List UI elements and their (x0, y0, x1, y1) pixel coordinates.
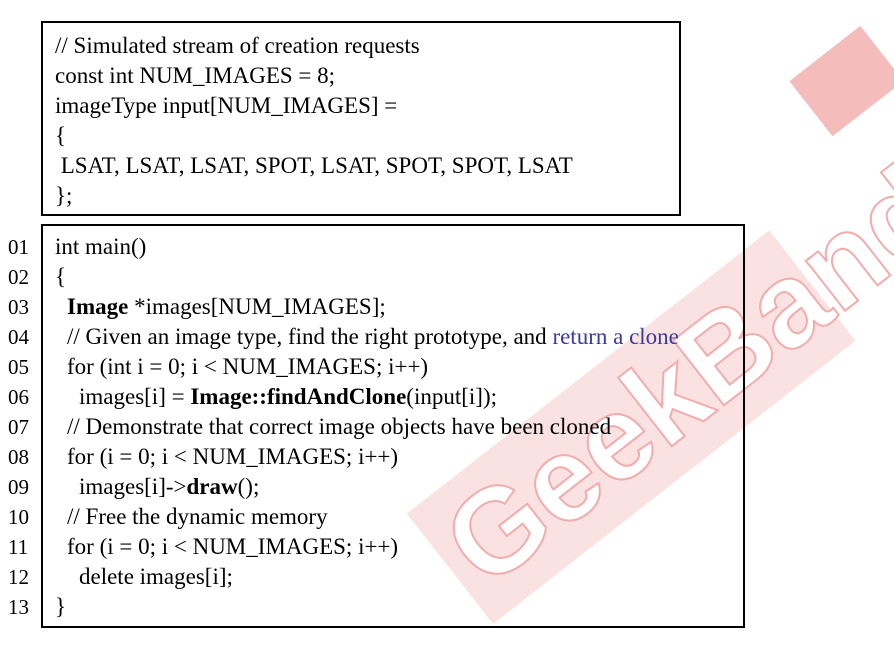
line-number: 02 (8, 265, 29, 289)
line-number: 01 (8, 235, 29, 259)
code-line-06: images[i] = Image::findAndClone(input[i]… (79, 382, 497, 412)
line-number: 04 (8, 325, 29, 349)
code-line-11: for (i = 0; i < NUM_IMAGES; i++) (67, 534, 399, 559)
line-number: 03 (8, 295, 29, 319)
code-text: (); (237, 474, 260, 499)
main-function-code-box: int main() { Image *images[NUM_IMAGES]; … (41, 224, 745, 628)
code-keyword-image: Image (67, 294, 129, 319)
line-number: 06 (8, 385, 29, 409)
code-line-array-decl: imageType input[NUM_IMAGES] = (55, 93, 398, 118)
line-number: 10 (8, 505, 29, 529)
watermark-corner-mark (789, 25, 894, 137)
code-find-and-clone: Image::findAndClone (190, 384, 407, 409)
line-number: 09 (8, 475, 29, 499)
code-line-open-brace: { (55, 123, 67, 148)
code-line-08: for (i = 0; i < NUM_IMAGES; i++) (67, 444, 399, 469)
code-line-09: images[i]->draw(); (79, 472, 259, 502)
code-text: *images[NUM_IMAGES]; (128, 294, 386, 319)
line-number: 12 (8, 565, 29, 589)
code-line-02: { (55, 264, 67, 289)
code-line-04: // Given an image type, find the right p… (67, 322, 679, 352)
code-line-05: for (int i = 0; i < NUM_IMAGES; i++) (67, 354, 429, 379)
declarations-code-box: // Simulated stream of creation requests… (41, 21, 681, 216)
code-line-close-brace: }; (55, 183, 73, 208)
code-comment: // Given an image type, find the right p… (67, 324, 553, 349)
code-line-10: // Free the dynamic memory (67, 504, 328, 529)
code-line-comment: // Simulated stream of creation requests (55, 33, 420, 58)
code-line-array-values: LSAT, LSAT, LSAT, SPOT, LSAT, SPOT, SPOT… (55, 153, 573, 178)
return-a-clone-highlight: return a clone (552, 324, 679, 349)
code-line-03: Image *images[NUM_IMAGES]; (67, 292, 386, 322)
code-text: (input[i]); (406, 384, 497, 409)
code-text: images[i] = (79, 384, 191, 409)
code-draw: draw (186, 474, 238, 499)
code-line-01: int main() (55, 234, 147, 259)
line-number: 05 (8, 355, 29, 379)
code-line-07: // Demonstrate that correct image object… (67, 414, 612, 439)
line-number: 11 (8, 535, 29, 559)
code-line-const: const int NUM_IMAGES = 8; (55, 63, 336, 88)
line-number: 13 (8, 595, 29, 619)
code-text: images[i]-> (79, 474, 187, 499)
code-line-13: } (55, 594, 67, 619)
code-line-12: delete images[i]; (79, 564, 233, 589)
line-number: 08 (8, 445, 29, 469)
line-number: 07 (8, 415, 29, 439)
